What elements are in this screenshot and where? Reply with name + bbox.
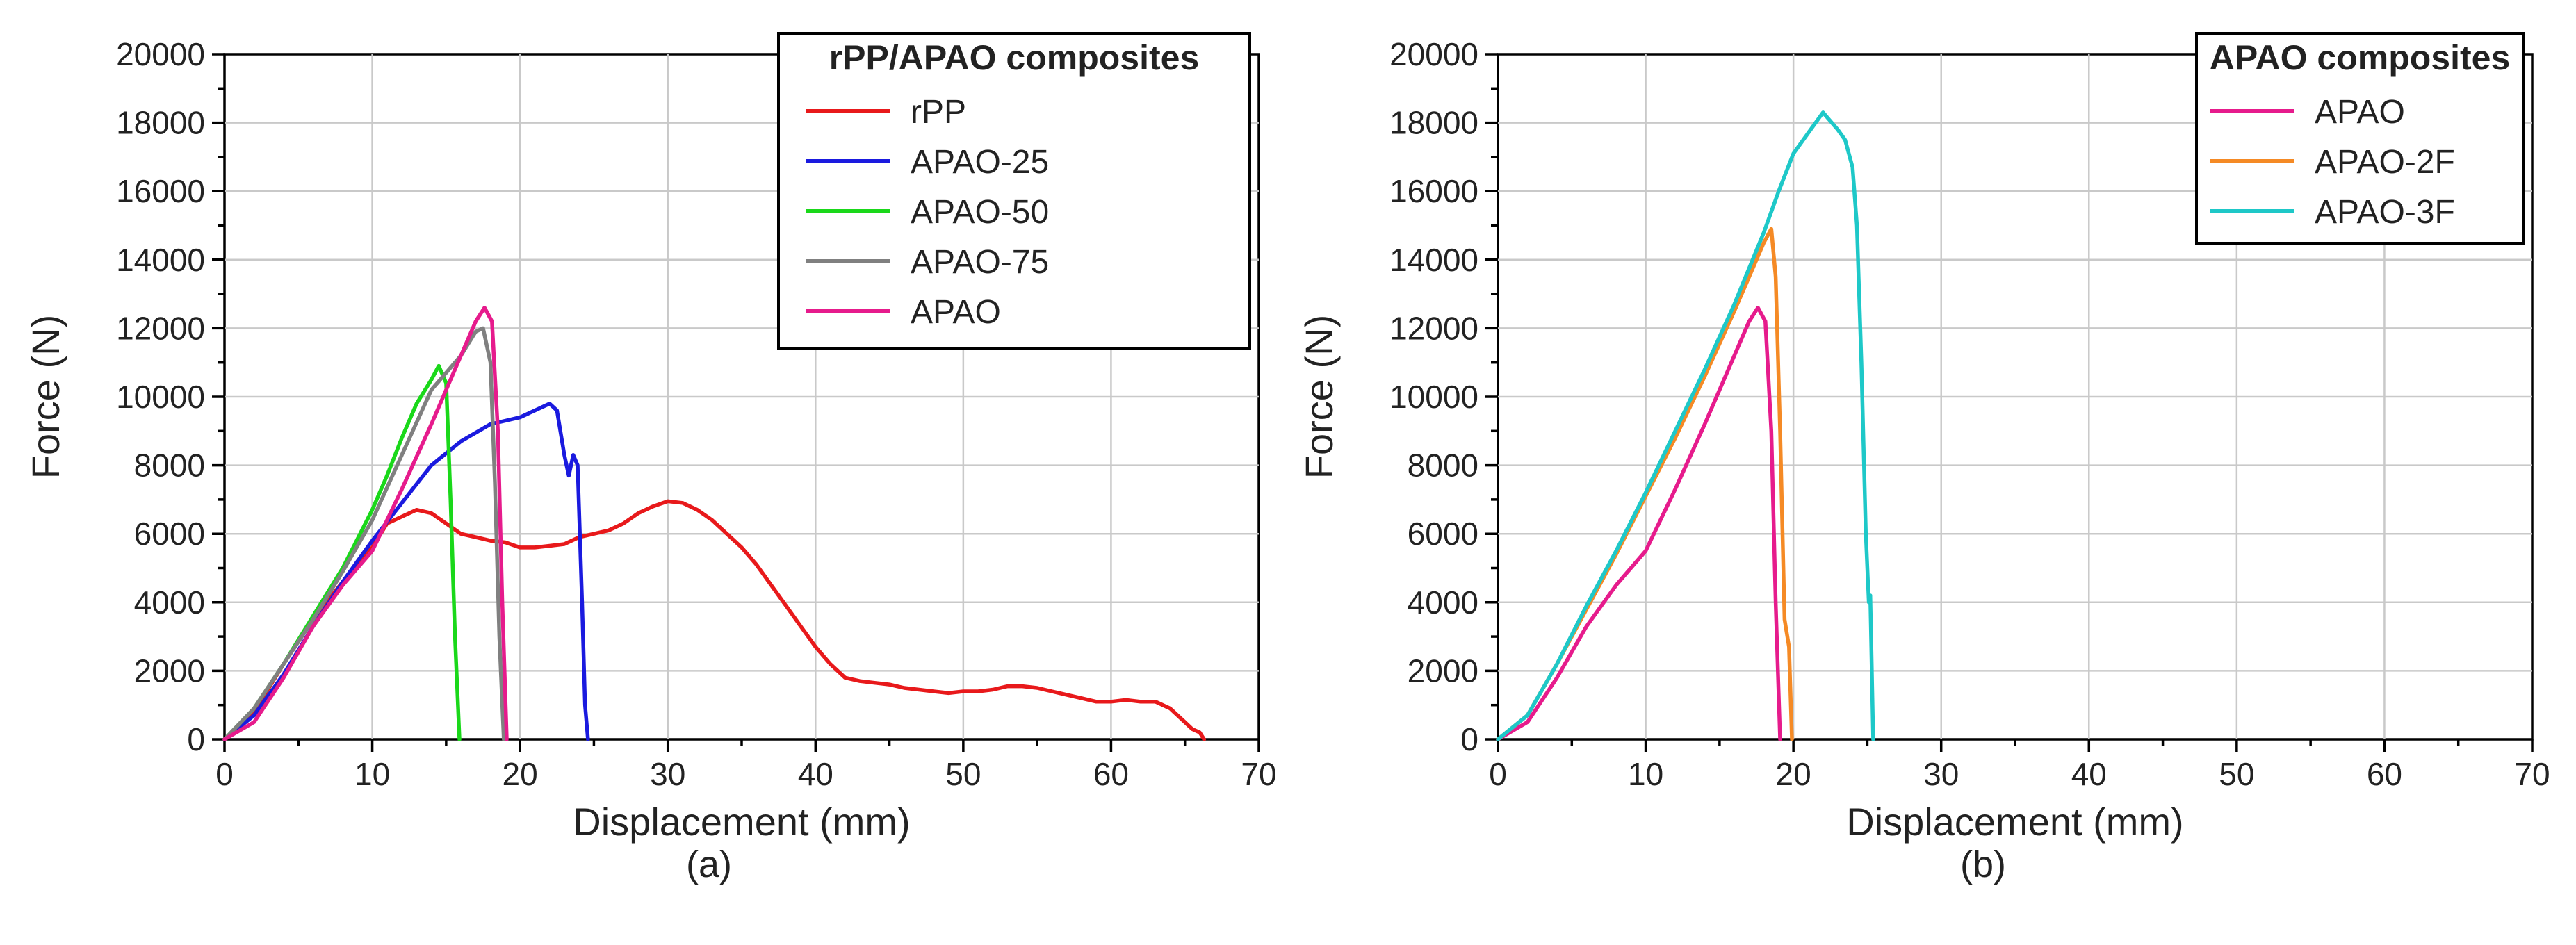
legend-label-apao: APAO (2315, 94, 2405, 131)
x-axis-title-b: Displacement (mm) (1846, 800, 2183, 844)
x-tick-label: 60 (2367, 756, 2402, 792)
x-tick-label: 10 (1628, 756, 1663, 792)
y-tick-label: 18000 (116, 105, 205, 141)
legend-a: rPP/APAO composites rPP APAO-25 APAO-50 APA… (777, 32, 1251, 350)
y-tick-label: 16000 (1389, 173, 1478, 209)
y-tick-label: 12000 (116, 310, 205, 346)
legend-box-b (2195, 32, 2525, 245)
y-tick-label: 2000 (1408, 652, 1478, 689)
x-tick-label: 20 (1776, 756, 1811, 792)
x-tick-label: 0 (215, 756, 234, 792)
chart-panel-b: 0 10 20 30 40 50 60 70 0 2000 4000 6000 8000 10000 120… (1297, 32, 2550, 885)
legend-label-apao-25: APAO-25 (911, 144, 1049, 181)
y-tick-label: 8000 (134, 447, 205, 484)
y-tick-label: 0 (1460, 721, 1478, 757)
y-tick-label: 2000 (134, 652, 205, 689)
series-group-a (222, 306, 1207, 741)
y-tick-label: 20000 (1389, 36, 1478, 72)
y-tick-label: 8000 (1408, 447, 1478, 484)
legend-title-b: APAO composites (2210, 38, 2511, 77)
y-tick-label: 0 (187, 721, 205, 757)
y-tick-label: 12000 (1389, 310, 1478, 346)
y-tick-label: 16000 (116, 173, 205, 209)
ticks-b: 0 10 20 30 40 50 60 70 0 2000 4000 6000 8000 10000 120… (1389, 36, 2550, 792)
grid-b (1498, 54, 2532, 739)
x-tick-label: 10 (354, 756, 390, 792)
y-tick-label: 14000 (1389, 242, 1478, 278)
x-tick-label: 30 (650, 756, 685, 792)
x-tick-label: 40 (2071, 756, 2107, 792)
legend-label-rpp: rPP (911, 94, 966, 131)
series-line-apao (1496, 306, 1782, 741)
series-line-apao-3f (1496, 110, 1875, 741)
y-tick-label: 18000 (1389, 105, 1478, 141)
y-axis-title-a: Force (N) (24, 315, 67, 479)
x-tick-label: 50 (2219, 756, 2254, 792)
x-tick-label: 30 (1923, 756, 1959, 792)
legend-items-a: rPP APAO-25 APAO-50 APAO-75 APAO (806, 94, 1049, 331)
ticks-a: 0 10 20 30 40 50 60 70 0 2000 4000 6000 8000 10000 120… (116, 36, 1277, 792)
legend-label-apao-3f: APAO-3F (2315, 194, 2455, 231)
y-tick-label: 14000 (116, 242, 205, 278)
legend-items-b: APAO APAO-2F APAO-3F (2210, 94, 2455, 231)
x-tick-label: 70 (2514, 756, 2550, 792)
y-tick-label: 6000 (1408, 516, 1478, 552)
x-tick-label: 60 (1093, 756, 1129, 792)
y-tick-label: 20000 (116, 36, 205, 72)
legend-box-a (777, 32, 1251, 350)
x-tick-label: 50 (945, 756, 981, 792)
legend-b: APAO composites APAO APAO-2F APAO-3F (2195, 32, 2525, 245)
series-line-rpp (222, 499, 1207, 741)
series-line-apao-75 (222, 326, 506, 741)
legend-label-apao-75: APAO-75 (911, 244, 1049, 281)
y-tick-label: 4000 (1408, 584, 1478, 621)
series-group-b (1496, 110, 1875, 741)
x-axis-title-a: Displacement (mm) (573, 800, 910, 844)
y-tick-label: 10000 (116, 379, 205, 415)
chart-panel-a: 0 10 20 30 40 50 60 70 0 2000 4000 6000 8000 10000 120… (24, 32, 1277, 885)
legend-label-apao-2f: APAO-2F (2315, 144, 2455, 181)
y-tick-label: 6000 (134, 516, 205, 552)
panel-label-a: (a) (686, 844, 732, 885)
y-axis-title-b: Force (N) (1297, 315, 1341, 479)
x-tick-label: 0 (1489, 756, 1507, 792)
x-tick-label: 20 (503, 756, 538, 792)
panel-label-b: (b) (1960, 844, 2006, 885)
legend-label-apao: APAO (911, 294, 1001, 331)
x-tick-label: 40 (798, 756, 833, 792)
x-tick-label: 70 (1241, 756, 1276, 792)
y-tick-label: 10000 (1389, 379, 1478, 415)
legend-title-a: rPP/APAO composites (829, 38, 1200, 77)
legend-label-apao-50: APAO-50 (911, 194, 1049, 231)
y-tick-label: 4000 (134, 584, 205, 621)
series-line-apao (222, 306, 509, 741)
